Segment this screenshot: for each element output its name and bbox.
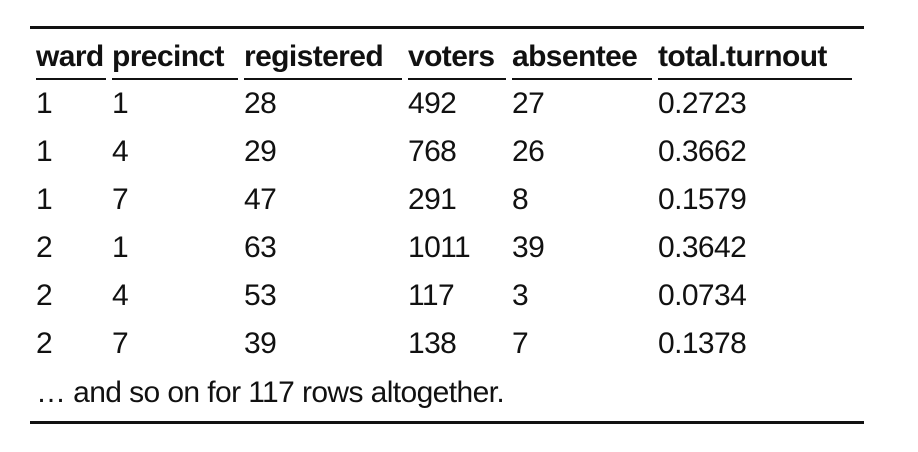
cell-absentee: 39 [512, 231, 545, 264]
cell-absentee: 27 [512, 87, 545, 120]
cell-ward: 1 [36, 87, 53, 120]
data-table: ward precinct registered voters absentee… [36, 40, 858, 368]
cell-voters: 138 [408, 327, 457, 360]
cell-voters: 291 [408, 183, 457, 216]
cell-total-turnout: 0.1378 [658, 327, 747, 360]
bottom-rule [30, 421, 864, 424]
cell-ward: 1 [36, 135, 53, 168]
top-rule [30, 26, 864, 29]
column-header-registered: registered [244, 40, 408, 80]
cell-ward: 2 [36, 327, 53, 360]
header-row: ward precinct registered voters absentee… [36, 40, 858, 80]
table-row: 1 4 29 768 26 0.3662 [36, 128, 858, 176]
cell-precinct: 4 [112, 135, 129, 168]
cell-total-turnout: 0.1579 [658, 183, 747, 216]
cell-total-turnout: 0.3642 [658, 231, 747, 264]
cell-precinct: 7 [112, 183, 129, 216]
table-row: 2 1 63 1011 39 0.3642 [36, 224, 858, 272]
cell-absentee: 8 [512, 183, 529, 216]
cell-registered: 39 [244, 327, 277, 360]
cell-voters: 768 [408, 135, 457, 168]
cell-total-turnout: 0.3662 [658, 135, 747, 168]
table-row: 2 4 53 117 3 0.0734 [36, 272, 858, 320]
cell-voters: 1011 [408, 231, 471, 264]
cell-registered: 63 [244, 231, 277, 264]
cell-total-turnout: 0.2723 [658, 87, 747, 120]
column-header-absentee: absentee [512, 40, 658, 80]
cell-precinct: 1 [112, 231, 129, 264]
column-header-ward: ward [36, 40, 112, 80]
table-row: 1 7 47 291 8 0.1579 [36, 176, 858, 224]
cell-ward: 2 [36, 231, 53, 264]
cell-registered: 29 [244, 135, 277, 168]
data-table-figure: ward precinct registered voters absentee… [30, 26, 864, 424]
cell-absentee: 26 [512, 135, 545, 168]
cell-precinct: 1 [112, 87, 129, 120]
cell-precinct: 7 [112, 327, 129, 360]
cell-absentee: 3 [512, 279, 529, 312]
column-header-precinct: precinct [112, 40, 244, 80]
table-footnote: … and so on for 117 rows altogether. [36, 376, 505, 409]
cell-ward: 1 [36, 183, 53, 216]
cell-registered: 47 [244, 183, 277, 216]
cell-registered: 53 [244, 279, 277, 312]
cell-precinct: 4 [112, 279, 129, 312]
cell-voters: 117 [408, 279, 455, 312]
column-header-voters: voters [408, 40, 512, 80]
table-row: 1 1 28 492 27 0.2723 [36, 80, 858, 128]
cell-registered: 28 [244, 87, 277, 120]
cell-ward: 2 [36, 279, 53, 312]
column-header-total-turnout: total.turnout [658, 40, 858, 80]
table-row: 2 7 39 138 7 0.1378 [36, 320, 858, 368]
cell-total-turnout: 0.0734 [658, 279, 747, 312]
cell-voters: 492 [408, 87, 457, 120]
cell-absentee: 7 [512, 327, 529, 360]
